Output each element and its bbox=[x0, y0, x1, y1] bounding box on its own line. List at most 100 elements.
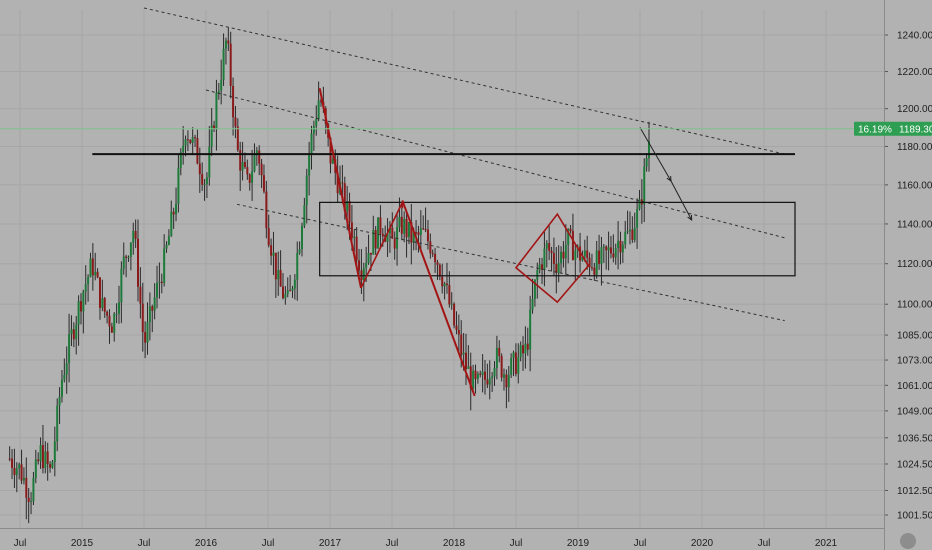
candle bbox=[536, 262, 539, 299]
candle bbox=[417, 225, 420, 253]
time-axis[interactable]: Jul 2015 Jul 2016 Jul 2017 Jul 2018 Jul 2019 Jul 20… bbox=[0, 528, 884, 550]
candle bbox=[609, 235, 612, 259]
candle bbox=[469, 352, 472, 411]
candle bbox=[353, 229, 356, 252]
candle bbox=[125, 254, 128, 278]
candle bbox=[56, 398, 59, 452]
candle bbox=[127, 255, 130, 262]
candle bbox=[153, 283, 156, 320]
range-box[interactable] bbox=[319, 201, 796, 277]
candle bbox=[372, 215, 375, 255]
candle bbox=[367, 234, 370, 265]
candle bbox=[498, 340, 501, 363]
candle bbox=[624, 220, 627, 249]
candle bbox=[552, 237, 555, 276]
candle bbox=[79, 293, 82, 325]
candle bbox=[541, 257, 544, 285]
arrow-head bbox=[666, 175, 672, 182]
candle bbox=[122, 242, 125, 275]
candle bbox=[165, 241, 168, 253]
candle bbox=[89, 252, 92, 278]
candle bbox=[163, 234, 166, 287]
candle bbox=[106, 310, 109, 324]
candle bbox=[588, 252, 591, 276]
candle bbox=[393, 231, 396, 260]
candle bbox=[270, 238, 273, 266]
price-axis[interactable]: 1001.50 1012.50 1024.50 1036.50 1049.00 1061.… bbox=[884, 0, 932, 550]
candle bbox=[436, 259, 439, 280]
candle bbox=[479, 370, 482, 378]
candle bbox=[182, 126, 185, 165]
candle bbox=[208, 126, 211, 186]
candle bbox=[510, 353, 513, 379]
candle bbox=[448, 271, 451, 308]
candle bbox=[457, 314, 460, 354]
candle bbox=[386, 218, 389, 257]
candle bbox=[103, 296, 106, 318]
candle bbox=[484, 359, 486, 395]
triangle-pattern[interactable] bbox=[360, 202, 404, 289]
candle bbox=[569, 224, 572, 234]
y-tick-label: 1100.00 bbox=[897, 300, 932, 311]
candle bbox=[210, 108, 213, 156]
candle bbox=[37, 452, 40, 465]
x-tick-label: Jul bbox=[634, 538, 647, 549]
candle bbox=[30, 492, 33, 515]
y-tick-label: 1001.50 bbox=[897, 511, 932, 522]
candle bbox=[467, 345, 470, 370]
candle bbox=[614, 243, 617, 265]
candle bbox=[115, 303, 118, 324]
candle bbox=[638, 189, 641, 211]
candle bbox=[476, 371, 479, 384]
last-price-value: 1189.30 bbox=[899, 124, 932, 135]
candle bbox=[590, 253, 593, 271]
candle bbox=[567, 228, 570, 264]
candle bbox=[312, 120, 315, 151]
candle bbox=[455, 311, 458, 335]
y-tick-label: 1240.00 bbox=[897, 31, 932, 42]
candle bbox=[53, 426, 56, 477]
candle bbox=[203, 179, 206, 201]
middle-channel-line[interactable] bbox=[205, 89, 785, 239]
y-tick-label: 1049.00 bbox=[897, 406, 932, 417]
descending-pattern-line[interactable] bbox=[318, 87, 362, 289]
candle bbox=[129, 242, 132, 271]
candle bbox=[619, 231, 622, 265]
candle bbox=[213, 120, 216, 133]
candle bbox=[488, 360, 491, 400]
candle bbox=[583, 239, 586, 262]
candle bbox=[481, 354, 484, 393]
candle bbox=[177, 154, 180, 213]
candle bbox=[422, 215, 425, 231]
candle bbox=[77, 295, 80, 346]
candle bbox=[272, 231, 275, 275]
candle bbox=[44, 441, 47, 474]
candle bbox=[555, 247, 558, 294]
candle bbox=[450, 292, 453, 310]
candle bbox=[51, 460, 54, 469]
candle bbox=[593, 263, 596, 281]
candle bbox=[227, 27, 230, 51]
candle bbox=[137, 219, 140, 302]
candle bbox=[258, 145, 261, 176]
upper-channel-line[interactable] bbox=[143, 7, 785, 155]
candle bbox=[34, 449, 37, 484]
candle bbox=[600, 236, 603, 286]
x-tick-label: Jul bbox=[386, 538, 399, 549]
candle bbox=[18, 462, 21, 480]
candle bbox=[517, 343, 520, 384]
candle bbox=[39, 437, 42, 469]
candle bbox=[220, 59, 223, 105]
candle bbox=[289, 274, 292, 292]
candle bbox=[189, 139, 192, 145]
diamond-pattern[interactable] bbox=[514, 212, 590, 304]
descending-pattern-line[interactable] bbox=[401, 200, 476, 397]
y-tick-label: 1140.00 bbox=[897, 219, 932, 230]
candle bbox=[265, 180, 268, 239]
x-tick-label: 2021 bbox=[815, 538, 838, 549]
candle bbox=[543, 231, 546, 287]
candle bbox=[626, 210, 629, 235]
projection-arrow[interactable] bbox=[639, 127, 693, 221]
candle bbox=[15, 462, 18, 493]
